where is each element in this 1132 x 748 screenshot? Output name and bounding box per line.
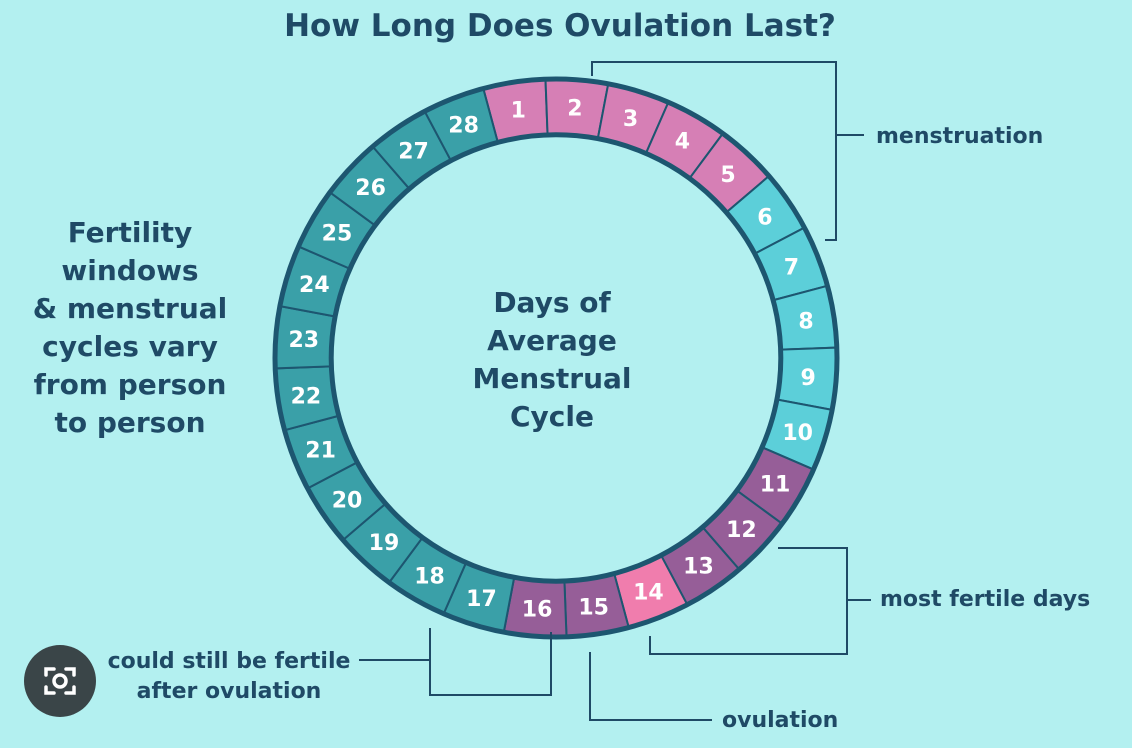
fertile-bracket — [649, 547, 848, 655]
after-ovulation-label-1: could still be fertile — [108, 649, 351, 674]
diagram-title: How Long Does Ovulation Last? — [284, 8, 836, 44]
day-label-15: 15 — [578, 595, 609, 620]
day-label-24: 24 — [299, 273, 330, 298]
side-note-line-5: from person — [34, 368, 227, 401]
center-label: Days of Average Menstrual Cycle — [472, 286, 631, 433]
day-label-25: 25 — [322, 221, 353, 246]
after-ovulation-bracket — [429, 628, 552, 696]
center-line-3: Menstrual — [472, 362, 631, 395]
day-label-9: 9 — [801, 366, 816, 391]
day-label-11: 11 — [760, 473, 791, 498]
day-label-17: 17 — [466, 587, 497, 612]
day-label-3: 3 — [623, 107, 638, 132]
day-label-26: 26 — [355, 176, 386, 201]
camera-search-button[interactable] — [24, 645, 96, 717]
day-label-16: 16 — [522, 597, 553, 622]
day-label-6: 6 — [757, 206, 772, 231]
side-note-line-3: & menstrual — [33, 292, 228, 325]
side-note: Fertility windows & menstrual cycles var… — [33, 216, 228, 439]
side-note-line-6: to person — [54, 406, 205, 439]
day-label-1: 1 — [511, 99, 526, 124]
day-label-20: 20 — [332, 488, 363, 513]
camera-lens-icon — [44, 667, 76, 695]
menstruation-label: menstruation — [876, 124, 1043, 149]
day-label-13: 13 — [683, 554, 714, 579]
day-label-4: 4 — [675, 130, 690, 155]
day-label-28: 28 — [448, 113, 479, 138]
day-label-5: 5 — [720, 163, 735, 188]
day-label-22: 22 — [291, 384, 322, 409]
day-label-14: 14 — [633, 581, 664, 606]
day-label-7: 7 — [784, 255, 799, 280]
day-label-23: 23 — [288, 328, 319, 353]
day-label-8: 8 — [798, 310, 813, 335]
after-ovulation-label-2: after ovulation — [137, 679, 322, 704]
center-line-1: Days of — [493, 286, 611, 319]
ovulation-bracket — [589, 652, 712, 721]
day-label-10: 10 — [782, 421, 813, 446]
side-note-line-4: cycles vary — [42, 330, 218, 363]
day-label-27: 27 — [398, 140, 429, 165]
cycle-ring: 1 2 34567891011121314151617181920212223242… — [272, 76, 840, 640]
side-note-line-2: windows — [61, 254, 198, 287]
day-label-2: 2 — [567, 97, 582, 122]
day-label-19: 19 — [369, 531, 400, 556]
center-line-2: Average — [487, 324, 617, 357]
most-fertile-label: most fertile days — [880, 587, 1090, 612]
ovulation-label: ovulation — [722, 708, 838, 733]
side-note-line-1: Fertility — [68, 216, 193, 249]
center-line-4: Cycle — [510, 400, 594, 433]
menstruation-bracket — [591, 61, 837, 241]
day-label-12: 12 — [726, 518, 757, 543]
day-label-18: 18 — [414, 564, 445, 589]
day-label-21: 21 — [305, 439, 336, 464]
